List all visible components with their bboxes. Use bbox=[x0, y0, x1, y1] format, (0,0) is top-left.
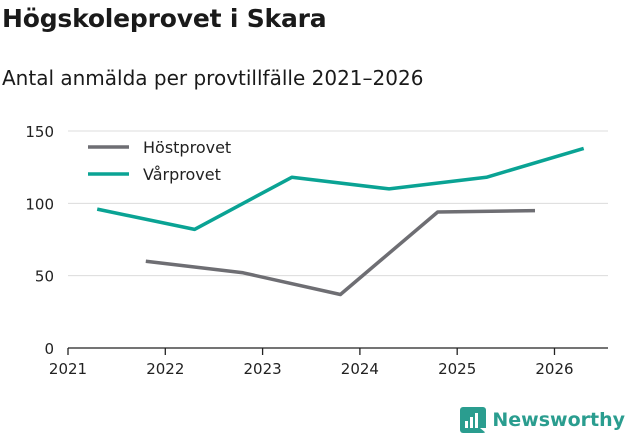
bar-chart-icon bbox=[460, 407, 487, 433]
chart-subtitle: Antal anmälda per provtillfälle 2021–202… bbox=[2, 66, 424, 90]
brand-name: Newsworthy bbox=[492, 409, 625, 431]
x-tick-label: 2025 bbox=[438, 360, 476, 378]
y-tick-label: 50 bbox=[35, 268, 54, 286]
y-tick-label: 0 bbox=[44, 340, 54, 358]
chart-title: Högskoleprovet i Skara bbox=[2, 4, 327, 33]
newsworthy-logo: Newsworthy bbox=[460, 407, 625, 433]
legend-label: Höstprovet bbox=[143, 138, 231, 157]
x-tick-label: 2023 bbox=[244, 360, 282, 378]
series-line-2 bbox=[96, 146, 585, 232]
x-tick-label: 2022 bbox=[146, 360, 184, 378]
y-tick-label: 100 bbox=[25, 195, 54, 213]
legend-background bbox=[80, 132, 248, 190]
series-line-1 bbox=[145, 208, 536, 297]
x-tick-label: 2026 bbox=[535, 360, 573, 378]
y-tick-label: 150 bbox=[25, 123, 54, 141]
x-tick-label: 2024 bbox=[341, 360, 379, 378]
x-tick-label: 2021 bbox=[49, 360, 87, 378]
legend-label: Vårprovet bbox=[143, 165, 221, 184]
